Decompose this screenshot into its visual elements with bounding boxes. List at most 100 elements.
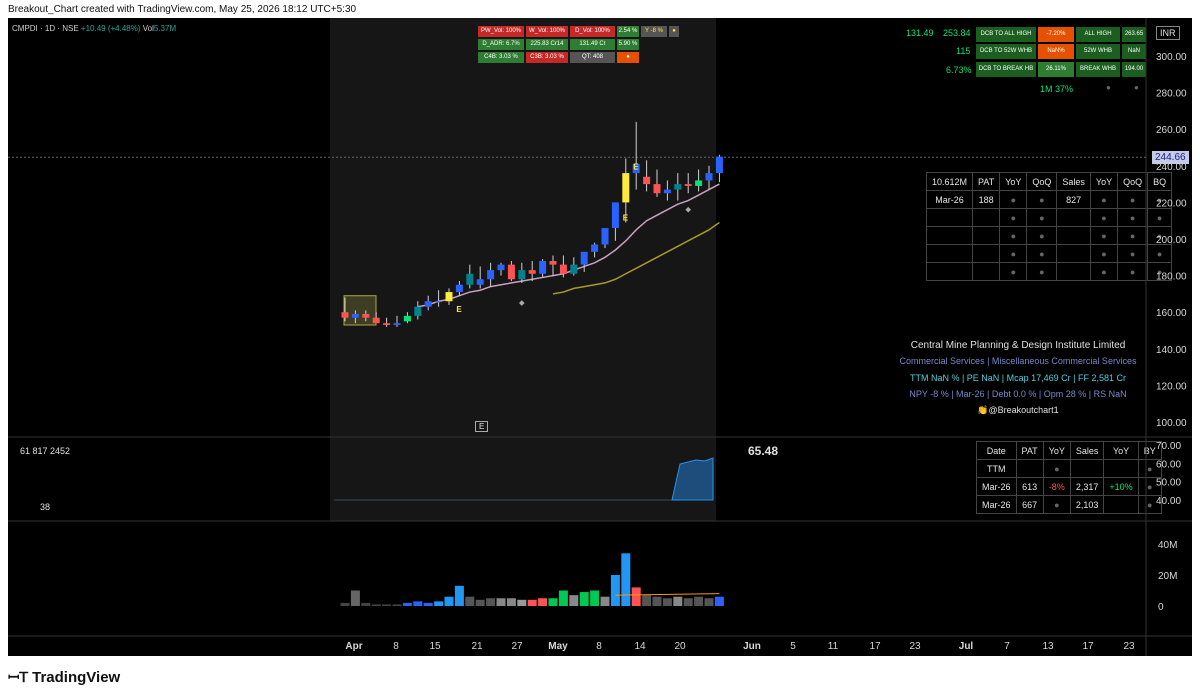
osc-tick: 40.00 (1156, 496, 1181, 507)
volume-bar (444, 596, 454, 606)
dcb-key-1: ALL HIGH (1076, 27, 1120, 42)
volume-bar (558, 590, 568, 606)
dcb-val-r1: 263.65 (1122, 27, 1146, 42)
volume-bar (610, 575, 620, 606)
company-stats-2: NPY -8 % | Mar-26 | Debt 0.0 % | Opm 28 … (909, 389, 1127, 399)
time-tick: Apr (345, 641, 362, 652)
volume-bar (642, 595, 652, 606)
time-tick: 23 (909, 641, 921, 652)
symbol-change: +10.49 (+4.48%) (80, 24, 141, 33)
last-price-label: 244.66 (1152, 151, 1189, 164)
price-tick: 200.00 (1156, 235, 1187, 246)
time-tick: 11 (828, 641, 839, 652)
price-tick: 140.00 (1156, 345, 1187, 356)
time-tick: 5 (790, 641, 796, 652)
candle-body (497, 264, 505, 271)
dcb-val-1b: 253.84 (943, 28, 971, 38)
candle-body (580, 251, 588, 265)
tag-d-vol: D_Vol: 100% (570, 26, 615, 37)
volume-ma-line (615, 593, 720, 596)
dcb-pct-2: NaN% (1038, 44, 1074, 59)
time-tick: 17 (1082, 641, 1094, 652)
dcb-val-3: 6.73% (946, 65, 972, 75)
candle-body (601, 228, 609, 245)
volume-bar (683, 598, 693, 606)
ft-cell: ● (1089, 244, 1119, 263)
osc-tick: 50.00 (1156, 478, 1181, 489)
diamond-marker (518, 300, 525, 306)
earnings-box[interactable]: E (475, 421, 489, 432)
fundamentals-table: 10.612M PAT YoY QoQ Sales YoY QoQ BQ Mar… (925, 172, 1173, 281)
tag-qt: QT: 408 (570, 52, 615, 63)
candle-body (341, 312, 349, 318)
volume-tick: 20M (1158, 571, 1177, 582)
currency-badge[interactable]: INR (1156, 26, 1180, 40)
ft-cell: ● (1026, 190, 1058, 209)
candle-body (684, 184, 692, 186)
candle-body (435, 301, 443, 303)
osc-tick: 60.00 (1156, 459, 1181, 470)
volume-bar (496, 598, 506, 606)
volume-bar (413, 601, 423, 606)
volume-bar (569, 595, 579, 606)
tag-y: Y -8 % (641, 26, 667, 37)
tag-c4b: C4B: 3.03 % (478, 52, 524, 63)
qt-cell (1103, 495, 1139, 514)
earnings-marker: E (633, 162, 639, 171)
diamond-marker (685, 206, 692, 213)
osc-tick: 70.00 (1156, 441, 1181, 452)
candle-body (351, 314, 359, 318)
ft-cell: ● (1026, 262, 1058, 281)
volume-bar (371, 604, 381, 606)
symbol-name[interactable]: CMPDI · 1D · NSE (12, 24, 79, 33)
time-tick: Jul (959, 641, 974, 652)
tradingview-logo: ꟷꓔ TradingView (8, 669, 121, 686)
volume-bar (621, 553, 631, 606)
price-tick: 160.00 (1156, 308, 1187, 319)
qt-h2: YoY (1042, 441, 1071, 460)
base-box (343, 295, 377, 326)
candle-body (570, 264, 578, 274)
candle-body (383, 323, 391, 326)
tag-dot1: ● (669, 26, 679, 37)
volume-bar (662, 598, 672, 606)
company-stats-1: TTM NaN % | PE NaN | Mcap 17,469 Cr | FF… (909, 373, 1127, 383)
tag-turnover: 225.83 Cr14 (526, 39, 568, 50)
tag-w-vol: W_Vol: 100% (526, 26, 568, 37)
dcb-val-r2: NaN (1122, 44, 1146, 59)
chart-area[interactable]: CMPDI · 1D · NSE +10.49 (+4.48%) Vol5.37… (8, 18, 1192, 656)
volume-bar (590, 590, 600, 606)
candle-body (643, 176, 651, 185)
symbol-legend[interactable]: CMPDI · 1D · NSE +10.49 (+4.48%) Vol5.37… (12, 24, 176, 33)
dcb-label-1: DCB TO ALL HIGH (976, 27, 1036, 42)
volume-bar (465, 596, 475, 606)
ft-cell: ● (1089, 262, 1119, 281)
dcb-key-2: 52W WHB (1076, 44, 1120, 59)
volume-value: 5.37M (153, 24, 177, 33)
time-tick: 8 (596, 641, 602, 652)
onem-dot-2: ● (1134, 83, 1139, 92)
ma-slow-line (552, 221, 720, 295)
volume-bar (402, 602, 412, 606)
table-row: Mar-26 667 ● 2,103 ● (976, 495, 1162, 514)
candle-body (445, 292, 453, 302)
table-row: ● ● ● ● ● (925, 262, 1173, 281)
candle-body (663, 189, 671, 194)
volume-bar (382, 604, 392, 606)
candle-body (518, 270, 526, 280)
tag-c3b: C3B: 3.03 % (526, 52, 568, 63)
volume-bar (538, 598, 548, 606)
candle-body (393, 323, 401, 326)
price-tick: 220.00 (1156, 198, 1187, 209)
time-tick: 13 (1042, 641, 1054, 652)
quarterly-table: Date PAT YoY Sales YoY BY TTM ● ● Mar-26 613 -8% 2… (976, 441, 1162, 514)
dcb-val-2: 115 (956, 46, 971, 56)
time-tick: 15 (429, 641, 441, 652)
volume-bar (423, 602, 433, 606)
candle-body (424, 301, 432, 307)
ma-fast-line (417, 183, 720, 308)
price-tick: 300.00 (1156, 52, 1187, 63)
candle-body (372, 317, 380, 324)
company-name: Central Mine Planning & Design Institute… (910, 340, 1126, 351)
price-tick: 100.00 (1156, 418, 1187, 429)
